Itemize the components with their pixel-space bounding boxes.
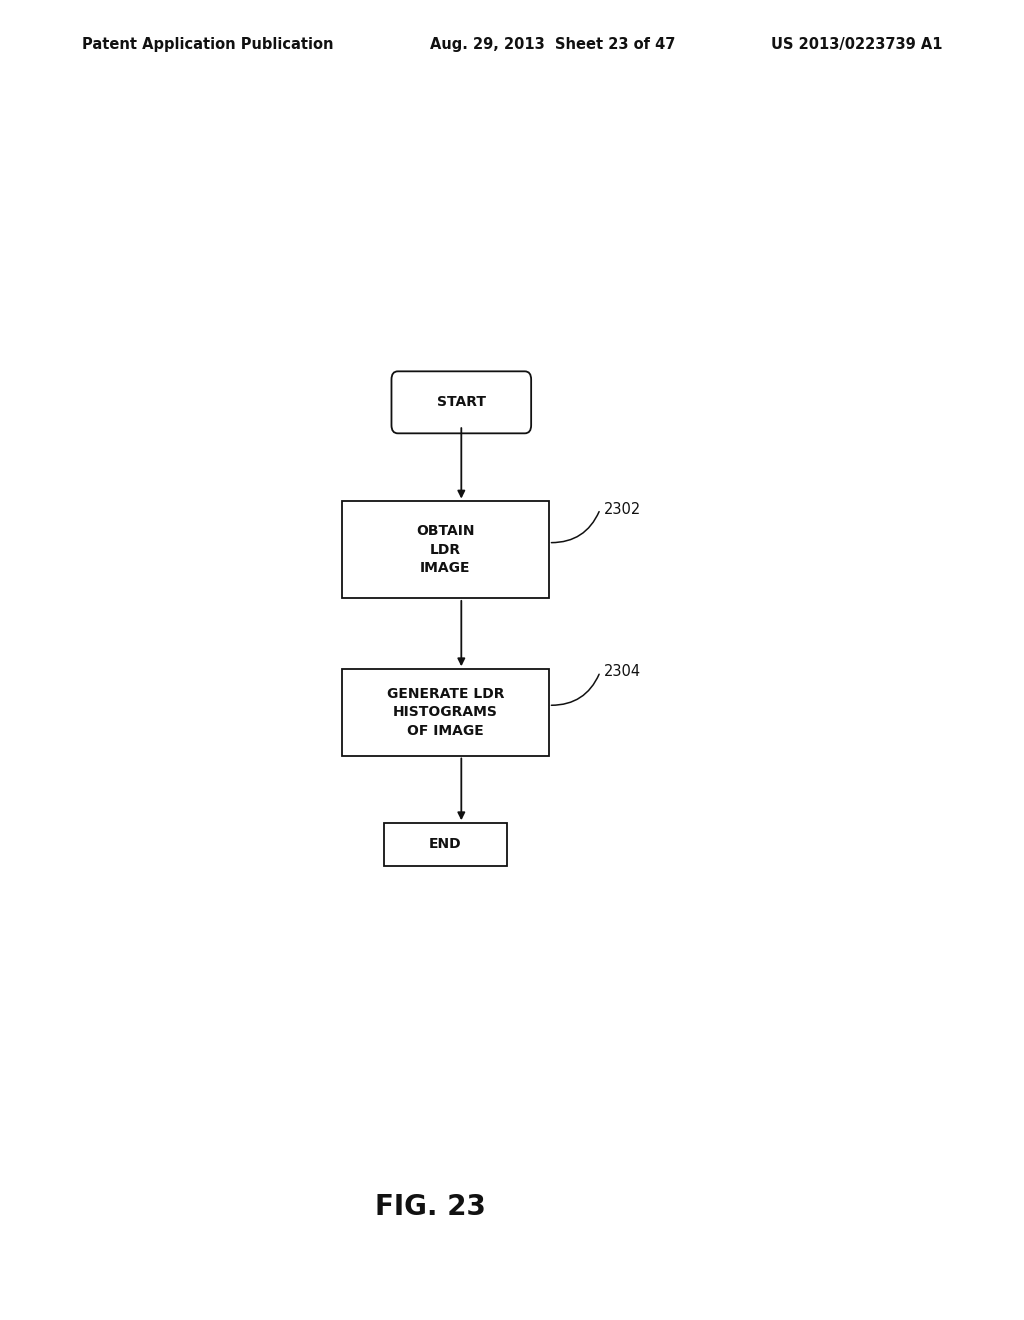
Text: US 2013/0223739 A1: US 2013/0223739 A1 [771,37,942,51]
FancyBboxPatch shape [391,371,531,433]
Text: Patent Application Publication: Patent Application Publication [82,37,334,51]
Text: 2304: 2304 [604,664,641,680]
Text: FIG. 23: FIG. 23 [375,1193,485,1221]
FancyBboxPatch shape [342,669,549,755]
Text: 2302: 2302 [604,502,641,516]
Text: END: END [429,837,462,851]
Text: START: START [437,395,485,409]
Text: Aug. 29, 2013  Sheet 23 of 47: Aug. 29, 2013 Sheet 23 of 47 [430,37,676,51]
FancyBboxPatch shape [384,824,507,866]
Text: GENERATE LDR
HISTOGRAMS
OF IMAGE: GENERATE LDR HISTOGRAMS OF IMAGE [387,686,504,738]
Text: OBTAIN
LDR
IMAGE: OBTAIN LDR IMAGE [416,524,475,576]
FancyBboxPatch shape [342,502,549,598]
